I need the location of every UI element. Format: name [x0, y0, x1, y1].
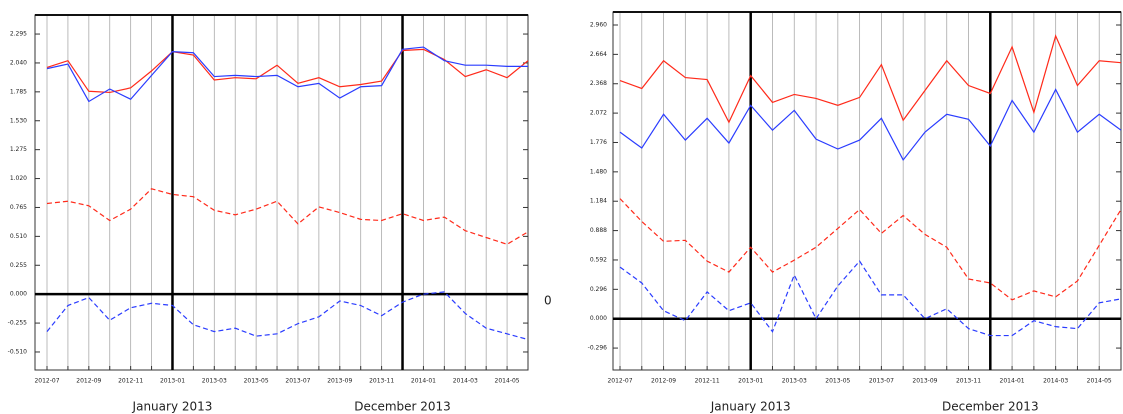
x-tick-label: 2012-11: [118, 378, 143, 385]
y-tick-label: 1.020: [10, 175, 27, 182]
x-tick-label: 2014-01: [1000, 378, 1025, 385]
series-line: [46, 291, 529, 341]
x-tick-label: 2013-07: [869, 378, 894, 385]
x-tick-label: 2013-11: [369, 378, 394, 385]
y-tick-label: 0.888: [590, 227, 607, 234]
y-tick-label: 0.255: [10, 262, 27, 269]
x-tick-label: 2014-05: [1087, 378, 1112, 385]
y-tick-label: 1.785: [10, 88, 27, 95]
series-line: [619, 88, 1122, 162]
x-tick-label: 2012-07: [607, 378, 632, 385]
series-line: [46, 46, 528, 103]
y-tick-label: -0.255: [8, 320, 28, 327]
y-tick-label: 0.765: [10, 204, 27, 211]
plot: -0.296 0.000 0.296 0.592 0.888 1.184 1.480 1.77…: [588, 11, 1122, 414]
y-tick-label: 2.664: [590, 51, 607, 58]
x-tick-label: 2013-03: [782, 378, 807, 385]
series-line: [619, 34, 1122, 124]
x-tick-label: 2012-11: [695, 378, 720, 385]
event-label: January 2013: [132, 400, 213, 414]
y-tick-label: -0.296: [588, 345, 608, 352]
y-tick-label: 1.530: [10, 117, 27, 124]
x-tick-label: 2012-07: [34, 378, 59, 385]
x-tick-label: 2013-03: [202, 378, 227, 385]
y-tick-label: 2.072: [590, 110, 607, 117]
series-line: [619, 260, 1122, 337]
x-tick-label: 2013-05: [244, 378, 269, 385]
y-tick-label: 1.184: [590, 198, 607, 205]
x-tick-label: 2013-09: [327, 378, 352, 385]
x-tick-label: 2012-09: [651, 378, 676, 385]
x-tick-label: 2012-09: [76, 378, 101, 385]
series-line: [46, 188, 529, 245]
y-tick-label: 2.295: [10, 31, 27, 38]
y-tick-label: 1.480: [590, 168, 607, 175]
x-tick-label: 2013-01: [160, 378, 185, 385]
x-tick-label: 2014-03: [453, 378, 478, 385]
x-tick-label: 2013-07: [285, 378, 310, 385]
y-tick-label: 0.000: [590, 315, 607, 322]
event-label: December 2013: [942, 400, 1039, 414]
y-tick-label: 0.000: [10, 291, 27, 298]
series-line: [619, 198, 1122, 301]
event-label: December 2013: [354, 400, 451, 414]
y-tick-label: 0.296: [590, 286, 607, 293]
y-tick-label: 1.275: [10, 146, 27, 153]
y-tick-label: 0.510: [10, 233, 27, 240]
y-tick-label: -0.510: [8, 348, 28, 355]
y-tick-label: 2.960: [590, 21, 607, 28]
y-tick-label: 0.592: [590, 256, 607, 263]
x-tick-label: 2013-11: [956, 378, 981, 385]
plot: -0.510 -0.255 0.000 0.255 0.510 0.765 1.020 1.2…: [8, 14, 552, 414]
plot-frame: [34, 14, 529, 371]
y-tick-label: 1.776: [590, 139, 607, 146]
x-tick-label: 2013-01: [738, 378, 763, 385]
x-tick-label: 2013-05: [825, 378, 850, 385]
x-tick-label: 2014-03: [1043, 378, 1068, 385]
y-tick-label: 2.368: [590, 80, 607, 87]
x-tick-label: 2013-09: [912, 378, 937, 385]
event-label: January 2013: [710, 400, 791, 414]
y-tick-label: 2.040: [10, 59, 27, 66]
x-tick-label: 2014-01: [411, 378, 436, 385]
zero-side-label: 0: [544, 294, 552, 308]
x-tick-label: 2014-05: [495, 378, 520, 385]
series-line: [46, 48, 529, 94]
